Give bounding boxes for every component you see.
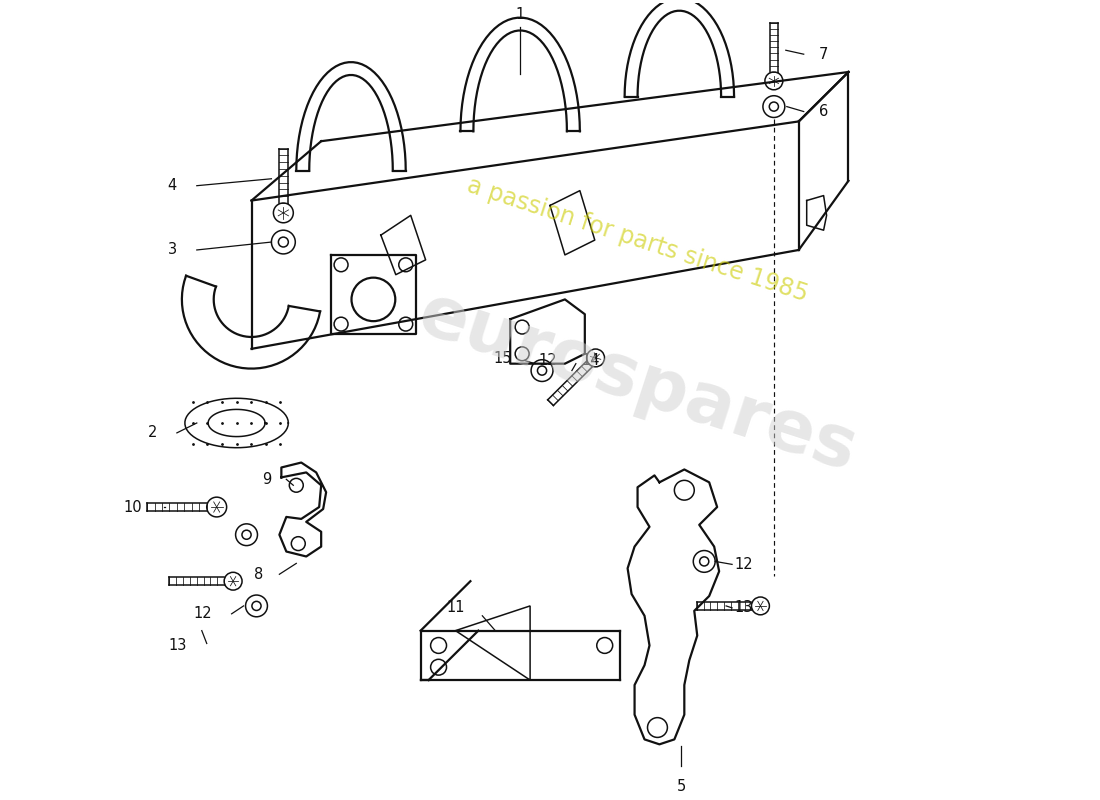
Text: 3: 3	[168, 242, 177, 258]
Circle shape	[245, 595, 267, 617]
Text: 9: 9	[262, 472, 272, 487]
Circle shape	[224, 572, 242, 590]
Text: 11: 11	[447, 600, 465, 615]
Text: 14: 14	[582, 354, 601, 368]
Circle shape	[207, 497, 227, 517]
Circle shape	[693, 550, 715, 572]
Text: 6: 6	[818, 104, 828, 119]
Circle shape	[538, 366, 547, 375]
Circle shape	[399, 317, 412, 331]
Text: 12: 12	[194, 606, 211, 622]
Circle shape	[515, 320, 529, 334]
Text: 12: 12	[539, 354, 558, 368]
Circle shape	[751, 597, 769, 615]
Circle shape	[399, 258, 412, 272]
Text: a passion for parts since 1985: a passion for parts since 1985	[464, 174, 811, 306]
Circle shape	[274, 203, 294, 222]
Text: eurospares: eurospares	[409, 279, 866, 486]
Circle shape	[764, 72, 783, 90]
Circle shape	[242, 530, 251, 539]
Circle shape	[763, 96, 784, 118]
Text: 1: 1	[516, 7, 525, 22]
Circle shape	[352, 278, 395, 321]
Circle shape	[272, 230, 295, 254]
Circle shape	[430, 638, 447, 654]
Circle shape	[289, 478, 304, 492]
Circle shape	[648, 718, 668, 738]
Text: 12: 12	[734, 557, 752, 572]
Circle shape	[334, 258, 348, 272]
Text: 15: 15	[494, 351, 513, 366]
Text: 13: 13	[168, 638, 187, 653]
Circle shape	[252, 602, 261, 610]
Circle shape	[674, 480, 694, 500]
Circle shape	[586, 349, 605, 367]
Text: 10: 10	[123, 499, 142, 514]
Text: 7: 7	[818, 46, 828, 62]
Circle shape	[430, 659, 447, 675]
Circle shape	[700, 557, 708, 566]
Text: 4: 4	[167, 178, 177, 193]
Text: 5: 5	[676, 779, 686, 794]
Text: 13: 13	[734, 600, 752, 615]
Circle shape	[515, 347, 529, 361]
Text: 8: 8	[254, 566, 264, 582]
Circle shape	[769, 102, 779, 111]
Circle shape	[292, 537, 305, 550]
Circle shape	[334, 317, 348, 331]
Circle shape	[278, 237, 288, 247]
Text: 2: 2	[147, 426, 157, 440]
Circle shape	[531, 360, 553, 382]
Circle shape	[235, 524, 257, 546]
Circle shape	[597, 638, 613, 654]
